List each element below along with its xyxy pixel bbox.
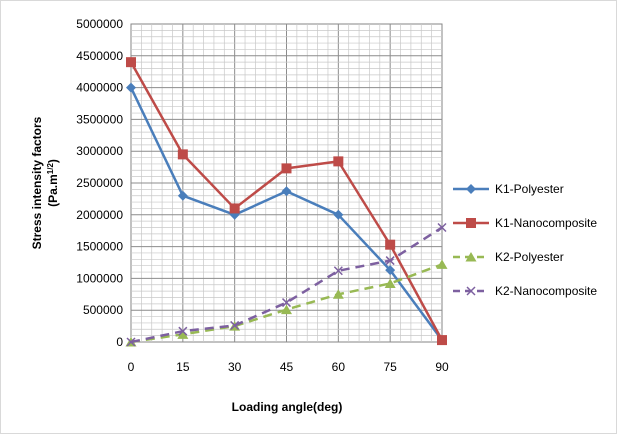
legend-item-k2-polyester: K2-Polyester	[453, 250, 564, 264]
data-point	[385, 265, 396, 276]
legend-swatch-marker	[466, 184, 476, 194]
legend-item-k2-nanocomposite: K2-Nanocomposite	[453, 284, 597, 298]
data-point	[229, 203, 240, 214]
data-point-stroke	[466, 286, 476, 296]
legend-item-k1-nanocomposite: K1-Nanocomposite	[453, 216, 597, 230]
data-point	[178, 326, 188, 336]
legend-label: K2-Nanocomposite	[495, 284, 597, 298]
y-axis-title-main: Stress intensity factors	[30, 116, 44, 249]
legend: K1-Polyester K1-Nanocomposite K2-Polyester…	[453, 182, 597, 298]
data-point-stroke	[126, 337, 136, 347]
legend-swatch-marker	[466, 286, 476, 296]
legend-label: K2-Polyester	[495, 250, 564, 264]
data-point	[281, 163, 292, 174]
x-tick-label: 15	[176, 360, 190, 374]
x-tick-label: 30	[228, 360, 242, 374]
legend-label: K1-Nanocomposite	[495, 216, 597, 230]
legend-swatch-marker	[465, 252, 477, 262]
data-point	[436, 259, 448, 269]
data-point-stroke	[230, 320, 240, 330]
y-tick-labels: 0 500000 1000000 1500000 2000000 2500000 30000…	[76, 17, 123, 349]
data-point	[385, 256, 395, 266]
y-tick-label: 1000000	[76, 271, 123, 285]
y-tick-label: 500000	[83, 303, 123, 317]
data-point-stroke	[281, 298, 292, 308]
x-axis-title: Loading angle(deg)	[232, 400, 343, 414]
y-tick-label: 3000000	[76, 144, 123, 158]
y-tick-label: 4000000	[76, 81, 123, 95]
data-point-stroke	[333, 266, 343, 276]
y-tick-label: 3500000	[76, 112, 123, 126]
x-tick-label: 0	[128, 360, 135, 374]
data-point	[281, 304, 292, 315]
data-point-stroke	[178, 326, 188, 336]
data-point	[385, 239, 396, 250]
y-axis-title: Stress intensity factors (Pa.m1/2)	[30, 116, 60, 249]
data-point	[177, 190, 188, 201]
y-tick-label: 5000000	[76, 17, 123, 31]
data-point-stroke	[385, 256, 395, 266]
legend-item-k1-polyester: K1-Polyester	[453, 182, 564, 196]
y-tick-label: 4500000	[76, 49, 123, 63]
legend-label: K1-Polyester	[495, 182, 564, 196]
data-point	[384, 278, 396, 288]
data-point	[333, 156, 344, 167]
data-point	[126, 57, 136, 68]
series-k1-nanocomposite	[126, 57, 447, 346]
x-tick-label: 60	[332, 360, 346, 374]
data-point	[332, 289, 344, 299]
series-k2-nanocomposite	[126, 222, 447, 347]
y-tick-label: 2000000	[76, 208, 123, 222]
data-point	[333, 209, 344, 220]
y-tick-label: 0	[116, 335, 123, 349]
x-tick-label: 90	[435, 360, 449, 374]
y-tick-label: 2500000	[76, 176, 123, 190]
x-tick-label: 75	[383, 360, 397, 374]
legend-swatch-marker	[466, 218, 476, 228]
y-axis-title-unit: (Pa.m1/2)	[46, 159, 61, 207]
data-point-stroke	[437, 222, 447, 233]
data-point	[281, 186, 292, 197]
data-point	[126, 337, 136, 347]
data-point	[177, 329, 189, 339]
y-tick-label: 1500000	[76, 240, 123, 254]
x-tick-labels: 0 15 30 45 60 75 90	[128, 360, 449, 374]
data-point	[177, 149, 188, 160]
data-point	[333, 266, 343, 276]
series-layer	[125, 57, 448, 347]
x-tick-label: 45	[280, 360, 294, 374]
data-point	[230, 320, 240, 330]
data-point	[437, 222, 447, 233]
data-point	[126, 82, 136, 93]
data-point	[437, 335, 447, 346]
data-point	[281, 298, 292, 308]
